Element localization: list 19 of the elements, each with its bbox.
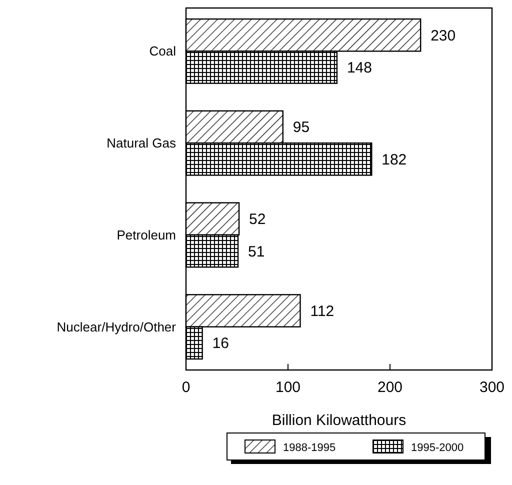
y-tick-label: Coal	[149, 44, 176, 59]
data-label: 51	[248, 243, 265, 260]
data-label: 52	[249, 211, 266, 228]
x-tick-label: 100	[275, 379, 301, 396]
legend-label: 1995-2000	[411, 442, 464, 454]
x-tick-label: 200	[377, 379, 403, 396]
y-tick-label: Petroleum	[116, 227, 176, 242]
data-label: 112	[310, 302, 334, 320]
data-label: 95	[292, 119, 310, 136]
legend-label: 1988-1995	[283, 442, 336, 454]
y-tick-label: Nuclear/Hydro/Other	[56, 319, 177, 334]
data-label: 148	[346, 60, 372, 77]
data-label: 230	[430, 27, 456, 44]
x-axis-title: Billion Kilowatthours	[272, 412, 406, 429]
y-tick-label: Natural Gas	[106, 136, 176, 151]
x-tick-label: 300	[479, 379, 505, 396]
data-label: 16	[212, 335, 230, 352]
x-tick-label: 0	[182, 379, 190, 396]
data-label: 182	[382, 151, 407, 168]
